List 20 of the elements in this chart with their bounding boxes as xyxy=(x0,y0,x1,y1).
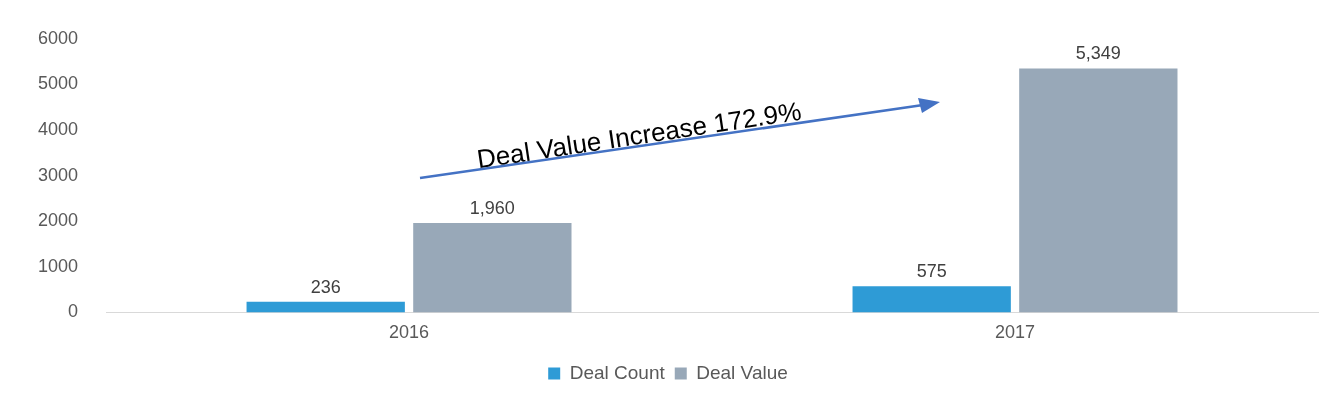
y-tick-label: 0 xyxy=(68,301,79,322)
x-tick-label: 2016 xyxy=(389,322,430,343)
x-tick-label: 2017 xyxy=(994,322,1036,343)
y-tick-label: 1000 xyxy=(38,255,79,276)
data-label: 5,349 xyxy=(1075,43,1121,64)
bar xyxy=(246,301,405,313)
data-label: 1,960 xyxy=(469,197,515,218)
bar xyxy=(413,223,572,313)
legend-label: Deal Count xyxy=(569,361,666,383)
bar xyxy=(852,286,1011,313)
data-label: 236 xyxy=(310,276,341,297)
y-tick-label: 2000 xyxy=(38,210,79,231)
y-tick-label: 6000 xyxy=(38,27,79,48)
bar xyxy=(1019,68,1178,313)
data-label: 575 xyxy=(916,261,947,282)
annotation: Deal Value Increase 172.9% xyxy=(474,95,804,175)
legend-label: Deal Value xyxy=(696,361,788,383)
y-tick-label: 5000 xyxy=(38,73,79,94)
y-tick-label: 4000 xyxy=(38,118,79,139)
y-tick-label: 3000 xyxy=(38,164,79,185)
